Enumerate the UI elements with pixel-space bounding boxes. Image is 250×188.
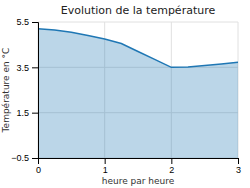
- tick-label: −0.5: [11, 153, 29, 163]
- tick-mark: [105, 158, 106, 164]
- tick: 2: [169, 158, 174, 175]
- tick-label: 0: [36, 165, 41, 175]
- line: [38, 29, 238, 68]
- tick-label: 5.5: [16, 17, 29, 27]
- tick-mark: [32, 113, 38, 114]
- tick-label: 3: [236, 165, 241, 175]
- y-axis: −0.5 1.5 3.5 5.5: [11, 17, 38, 163]
- x-axis: 0 1 2 3: [36, 158, 241, 175]
- tick-mark: [32, 67, 38, 68]
- axis-line: [39, 159, 239, 165]
- tick-label: 1: [103, 165, 108, 175]
- tick-mark: [171, 158, 172, 164]
- tick: 1.5: [16, 108, 38, 118]
- plot: 0 1 2 3 −0.5 1.5 3.5 5.5: [11, 17, 241, 175]
- x-axis-title: heure par heure: [102, 176, 175, 186]
- tick: 3.5: [16, 63, 38, 73]
- tick-label: 2: [169, 165, 174, 175]
- tick: 3: [236, 158, 241, 175]
- tick: 0: [36, 158, 41, 175]
- tick-mark: [32, 158, 38, 159]
- title: Evolution de la température: [61, 4, 216, 17]
- tick-mark: [238, 158, 239, 164]
- tick-label: 3.5: [16, 63, 29, 73]
- tick: 5.5: [16, 17, 38, 27]
- tick: 1: [103, 158, 108, 175]
- tick-mark: [32, 22, 38, 23]
- grid: [38, 22, 238, 158]
- grid-line-y: [38, 22, 238, 23]
- tick: −0.5: [11, 153, 38, 163]
- marks: [38, 29, 238, 158]
- chart: 0 1 2 3 −0.5 1.5 3.5 5.5 Evolution de la tempéra…: [0, 0, 250, 188]
- axis-line: [32, 23, 39, 159]
- area: [38, 29, 238, 158]
- y-axis-title: Température en °C: [1, 48, 11, 134]
- tick-label: 1.5: [16, 108, 29, 118]
